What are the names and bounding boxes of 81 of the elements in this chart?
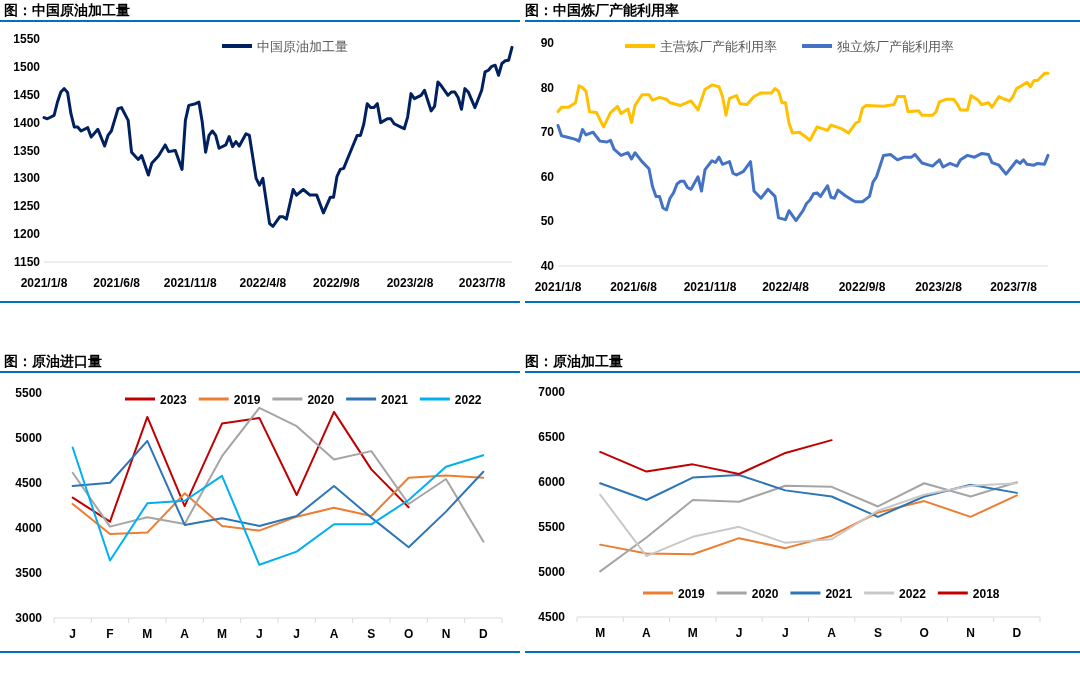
legend: 中国原油加工量 <box>222 39 348 54</box>
y-tick-label: 40 <box>540 259 555 273</box>
x-tick-label: A <box>827 626 837 640</box>
x-tick-label: 2023/7/8 <box>990 280 1038 294</box>
y-tick-label: 1200 <box>13 227 41 242</box>
x-tick-label: 2021/6/8 <box>93 276 141 290</box>
y-tick-label: 70 <box>540 125 555 140</box>
x-tick-label: M <box>687 626 698 640</box>
y-tick-label: 1500 <box>13 59 41 74</box>
x-tick-label: A <box>180 627 190 641</box>
x-tick-label: N <box>966 626 975 640</box>
y-tick-label: 5500 <box>538 520 566 534</box>
x-tick-label: 2023/2/8 <box>386 276 434 290</box>
x-tick-label: D <box>1012 626 1022 640</box>
x-tick-label: 2022/9/8 <box>838 280 886 294</box>
x-tick-label: O <box>403 627 414 641</box>
y-tick-label: 3500 <box>15 566 43 580</box>
legend-label: 2021 <box>825 587 853 601</box>
chart-title: 图：中国原油加工量 <box>4 2 130 18</box>
y-tick-label: 1400 <box>13 115 41 130</box>
x-tick-label: J <box>69 627 77 641</box>
chart-title: 图：原油加工量 <box>525 353 623 369</box>
legend-label: 2018 <box>972 587 1000 601</box>
y-tick-label: 7000 <box>538 385 566 399</box>
x-tick-label: 2022/9/8 <box>313 276 361 290</box>
legend-label: 2020 <box>307 393 335 407</box>
x-tick-label: J <box>782 626 789 640</box>
y-tick-label: 50 <box>540 214 555 229</box>
x-tick-label: F <box>106 627 114 641</box>
y-tick-label: 60 <box>540 169 555 184</box>
x-tick-label: J <box>735 626 743 640</box>
x-tick-label: M <box>595 626 606 640</box>
legend-label: 2020 <box>751 587 779 601</box>
x-tick-label: M <box>142 627 153 641</box>
y-tick-label: 3000 <box>15 611 43 625</box>
legend-label: 2022 <box>899 587 927 601</box>
legend-label: 2019 <box>678 587 706 601</box>
x-tick-label: M <box>217 627 227 641</box>
legend-label: 2022 <box>454 393 482 407</box>
y-tick-label: 5000 <box>15 431 43 445</box>
x-tick-label: 2023/2/8 <box>915 280 963 294</box>
y-tick-label: 6000 <box>538 475 566 489</box>
x-tick-label: D <box>479 627 488 641</box>
legend-label: 2019 <box>233 393 261 407</box>
y-tick-label: 6500 <box>538 430 566 444</box>
legend-label: 中国原油加工量 <box>257 39 348 54</box>
y-tick-label: 5500 <box>15 386 43 400</box>
x-tick-label: J <box>293 627 301 641</box>
chart-title: 图：原油进口量 <box>4 353 102 369</box>
x-tick-label: A <box>329 627 339 641</box>
y-tick-label: 1250 <box>13 199 41 214</box>
y-tick-label: 1150 <box>13 255 41 269</box>
x-tick-label: 2022/4/8 <box>239 276 287 290</box>
y-tick-label: 4500 <box>15 476 43 490</box>
x-tick-label: A <box>642 626 652 640</box>
x-tick-label: 2021/1/8 <box>20 276 68 290</box>
x-tick-label: 2023/7/8 <box>458 276 506 290</box>
y-tick-label: 1550 <box>13 32 41 46</box>
y-tick-label: 1300 <box>13 171 41 186</box>
legend-label: 主营炼厂产能利用率 <box>660 39 777 54</box>
y-tick-label: 4500 <box>538 610 566 624</box>
x-tick-label: 2022/4/8 <box>762 280 810 294</box>
x-tick-label: 2021/11/8 <box>683 280 737 294</box>
legend-label: 2021 <box>381 393 409 407</box>
y-tick-label: 1450 <box>13 87 41 102</box>
y-tick-label: 5000 <box>538 565 566 579</box>
x-tick-label: J <box>255 627 263 641</box>
chart-title: 图：中国炼厂产能利用率 <box>525 2 679 18</box>
x-tick-label: N <box>441 627 451 641</box>
x-tick-label: 2021/1/8 <box>534 280 582 294</box>
y-tick-label: 90 <box>540 36 555 50</box>
x-tick-label: S <box>873 626 882 640</box>
y-tick-label: 80 <box>540 80 555 95</box>
x-tick-label: S <box>367 627 376 641</box>
legend-label: 独立炼厂产能利用率 <box>837 39 954 54</box>
y-tick-label: 4000 <box>15 521 43 535</box>
x-tick-label: 2021/6/8 <box>610 280 658 294</box>
y-tick-label: 1350 <box>13 143 41 158</box>
legend-label: 2023 <box>160 393 188 407</box>
x-tick-label: 2021/11/8 <box>163 276 217 290</box>
x-tick-label: O <box>919 626 929 640</box>
